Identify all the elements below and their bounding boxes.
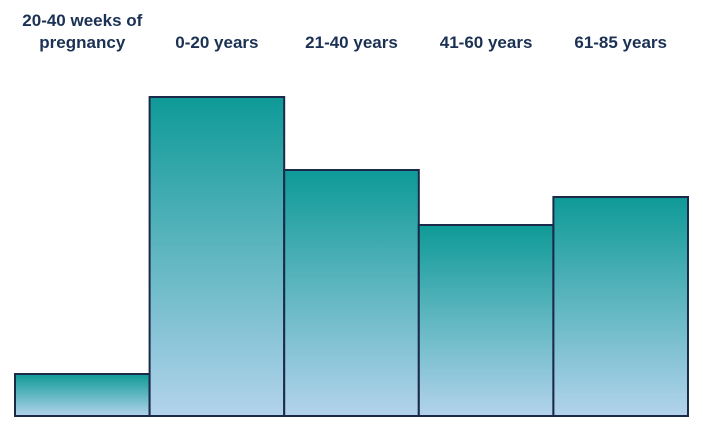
bar [14,373,151,417]
category-label: 21-40 years [305,33,398,52]
bar [148,96,286,417]
bar [283,169,420,417]
category-label: 61-85 years [574,33,667,52]
bar [417,224,555,417]
category-label: 41-60 years [439,33,533,52]
category-label: 20-40 weeks of pregnancy [22,11,143,52]
category-label: 0-20 years [175,33,259,52]
bar [552,196,690,417]
